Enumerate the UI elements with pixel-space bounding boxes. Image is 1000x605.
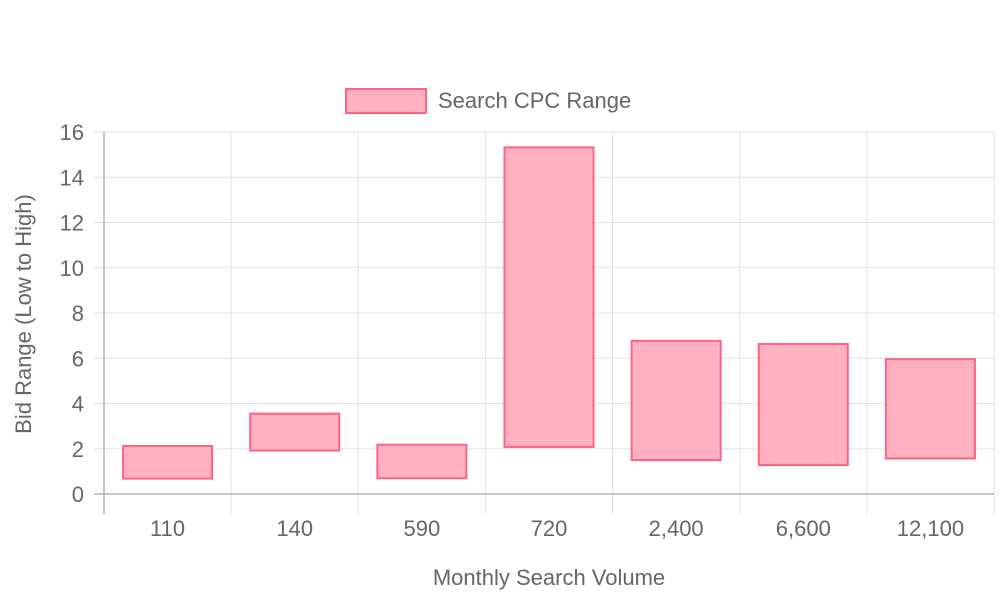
bars xyxy=(122,146,976,480)
x-tick-label: 12,100 xyxy=(897,516,964,541)
y-tick-label: 12 xyxy=(60,211,84,236)
range-bar[interactable] xyxy=(884,358,976,460)
x-tick-label: 590 xyxy=(403,516,440,541)
y-axis-title: Bid Range (Low to High) xyxy=(11,194,36,434)
x-tick-label: 6,600 xyxy=(776,516,831,541)
legend-label[interactable]: Search CPC Range xyxy=(438,88,631,113)
y-tick-label: 2 xyxy=(72,437,84,462)
x-tick-label: 720 xyxy=(531,516,568,541)
range-bar[interactable] xyxy=(122,445,214,480)
legend-swatch[interactable] xyxy=(345,88,427,114)
x-tick-label: 2,400 xyxy=(649,516,704,541)
x-tick-label: 140 xyxy=(276,516,313,541)
range-bar[interactable] xyxy=(249,412,341,452)
tick-labels: 0 2 4 6 8 10 12 14 16 110 140 590 720 2,400 6,600 12,10… xyxy=(60,120,965,541)
y-tick-label: 4 xyxy=(72,392,84,417)
y-tick-label: 16 xyxy=(60,120,84,145)
range-bar[interactable] xyxy=(376,443,468,480)
range-bar[interactable] xyxy=(630,339,722,462)
range-bar[interactable] xyxy=(757,342,849,467)
legend[interactable]: Search CPC Range xyxy=(345,88,631,114)
y-tick-label: 6 xyxy=(72,346,84,371)
y-tick-label: 8 xyxy=(72,301,84,326)
y-tick-label: 14 xyxy=(60,165,84,190)
y-tick-label: 10 xyxy=(60,256,84,281)
x-tick-label: 110 xyxy=(150,516,185,541)
y-tick-label: 0 xyxy=(72,482,84,507)
x-axis-title: Monthly Search Volume xyxy=(433,565,665,590)
range-bar[interactable] xyxy=(503,146,595,448)
axes xyxy=(94,131,995,514)
